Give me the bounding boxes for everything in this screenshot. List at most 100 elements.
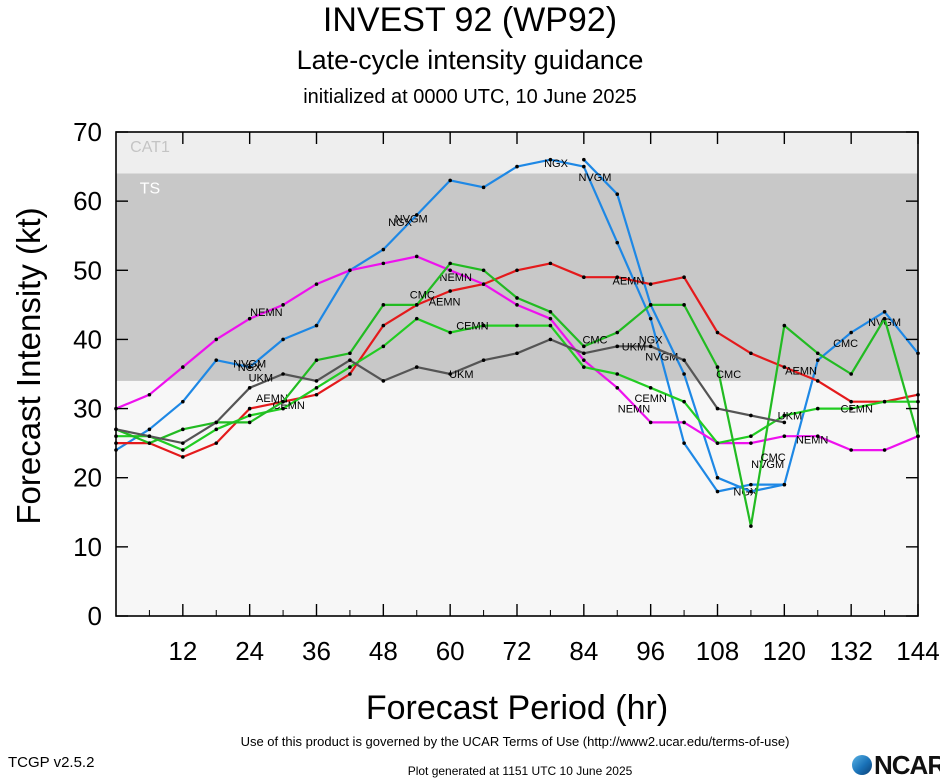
data-point-cemn [181, 448, 185, 452]
data-point-nemn [348, 268, 352, 273]
data-point-ngx [481, 185, 486, 190]
data-point-ngx [448, 178, 452, 183]
x-tick-label: 12 [168, 636, 197, 666]
plot-generated-note: Plot generated at 1151 UTC 10 June 2025 [407, 764, 633, 778]
data-point-aemn [314, 392, 319, 397]
data-point-ukm [648, 344, 653, 349]
data-point-cmc [147, 441, 152, 445]
initialization-time: initialized at 0000 UTC, 10 June 2025 [303, 86, 637, 108]
data-point-ukm [515, 351, 519, 356]
data-point-aemn [916, 392, 920, 397]
data-point-ukm [314, 379, 319, 383]
data-point-nemn [281, 303, 285, 307]
data-point-aemn [548, 261, 553, 266]
intensity-category-bands: TS CAT1 [116, 132, 918, 616]
data-point-ngx [515, 164, 519, 169]
data-point-cemn [916, 399, 920, 404]
series-label-ngx: NGX [544, 158, 569, 170]
data-point-cmc [515, 296, 519, 300]
data-point-ukm [749, 413, 753, 418]
data-point-nvgm [916, 351, 920, 356]
data-point-ngx [214, 358, 219, 362]
series-ukm: UKM UKM UKM UKM [114, 337, 802, 445]
data-point-aemn [515, 268, 519, 273]
data-point-cemn [548, 323, 553, 328]
data-point-ukm [214, 420, 219, 425]
data-point-ngx [682, 441, 686, 445]
series-label-cmc: CMC [410, 289, 435, 301]
data-point-nvgm [615, 192, 620, 197]
series-label-ukm: UKM [449, 369, 473, 381]
data-point-ngx [247, 365, 252, 369]
data-point-cmc [548, 309, 553, 314]
series-label-ukm: UKM [622, 341, 646, 353]
data-point-cemn [882, 399, 887, 404]
data-point-ukm [181, 441, 185, 445]
series-label-ukm: UKM [778, 410, 802, 422]
data-point-aemn [782, 365, 787, 369]
data-point-nvgm [882, 309, 887, 314]
data-point-cmc [782, 323, 787, 328]
data-point-ngx [615, 240, 620, 245]
data-point-cmc [882, 316, 887, 321]
data-point-cmc [815, 351, 820, 356]
y-tick-label: 10 [73, 532, 102, 562]
series-label-aemn: AEMN [612, 276, 644, 288]
data-point-aemn [348, 372, 352, 376]
data-point-cmc [615, 330, 620, 335]
y-tick-label: 30 [73, 394, 102, 424]
data-point-cemn [715, 441, 720, 445]
data-point-aemn [381, 323, 386, 328]
data-point-cmc [648, 303, 653, 307]
series-label-ukm: UKM [249, 372, 273, 384]
data-point-nemn [582, 358, 586, 362]
series-label-cemn: CEMN [634, 393, 666, 405]
data-point-ukm [682, 358, 686, 362]
series-label-nemn: NEMN [618, 404, 650, 416]
y-tick-label: 70 [73, 117, 102, 147]
series-label-nvgm: NVGM [751, 459, 784, 471]
x-tick-label: 84 [569, 636, 598, 666]
series-label-nemn: NEMN [250, 307, 282, 319]
data-point-cmc [715, 365, 720, 369]
data-point-cemn [247, 413, 252, 418]
x-tick-label: 96 [636, 636, 665, 666]
data-point-nemn [481, 282, 486, 286]
data-point-aemn [815, 379, 820, 383]
x-tick-label: 120 [763, 636, 806, 666]
y-tick-label: 60 [73, 186, 102, 216]
series-label-nemn: NEMN [796, 435, 828, 447]
data-point-aemn [648, 282, 653, 286]
ncar-logo-text: NCAR [874, 749, 940, 780]
x-axis-title: Forecast Period (hr) [366, 689, 668, 727]
data-point-ukm [348, 358, 352, 362]
x-tick-label: 72 [503, 636, 532, 666]
data-point-aemn [849, 399, 853, 404]
data-point-ukm [247, 386, 252, 390]
data-point-nemn [147, 392, 152, 397]
data-point-cmc [348, 351, 352, 356]
data-point-nemn [214, 337, 219, 342]
data-point-ukm [281, 372, 285, 376]
data-point-nemn [414, 254, 419, 259]
series-label-nvgm: NVGM [578, 172, 611, 184]
series-label-cmc: CMC [582, 334, 607, 346]
data-point-nvgm [782, 482, 787, 487]
data-point-nemn [181, 365, 185, 369]
data-point-ngx [749, 482, 753, 487]
data-point-cemn [815, 406, 820, 411]
data-point-ngx [414, 213, 419, 217]
y-tick-label: 0 [88, 601, 102, 631]
data-point-ngx [281, 337, 285, 342]
series-cmc: CMC CMC CMC CMC CMC [114, 261, 920, 528]
data-point-nemn [648, 420, 653, 425]
chart-subtitle: Late-cycle intensity guidance [296, 45, 644, 75]
data-point-cmc [481, 268, 486, 273]
data-point-cemn [214, 427, 219, 432]
x-tick-label: 108 [696, 636, 739, 666]
series-aemn: AEMN AEMN AEMN AEMN [114, 261, 920, 459]
data-point-ukm [448, 372, 452, 376]
series-label-cmc: CMC [716, 369, 741, 381]
data-point-aemn [682, 275, 686, 280]
